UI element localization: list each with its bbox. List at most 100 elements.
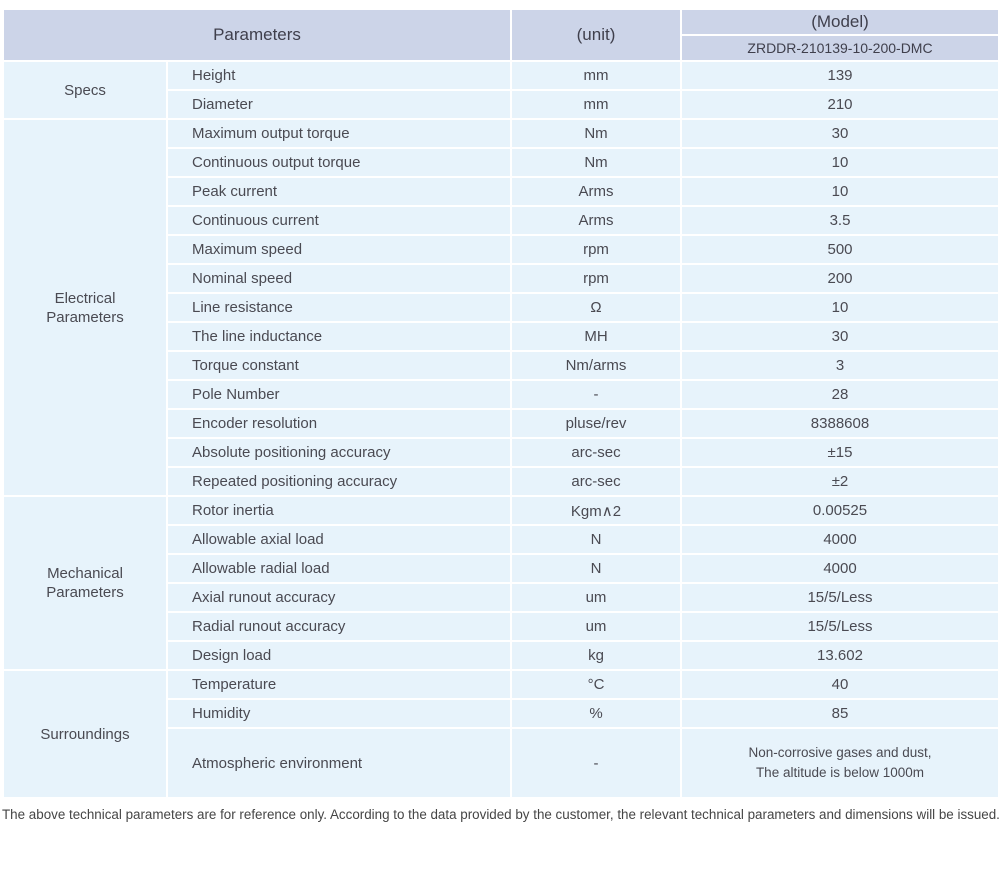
unit-cell: - (510, 379, 682, 410)
table-row: Continuous output torque Nm 10 (3, 147, 1000, 178)
unit-cell: - (510, 727, 682, 799)
table-row: Maximum speed rpm 500 (3, 234, 1000, 265)
unit-cell: arc-sec (510, 437, 682, 468)
param-cell: Continuous output torque (166, 147, 512, 178)
value-cell: 10 (680, 147, 1000, 178)
value-cell: 10 (680, 176, 1000, 207)
header-row-top: Parameters (unit) (Model) (2, 8, 1000, 62)
value-cell: 4000 (680, 524, 1000, 555)
unit-cell: rpm (510, 263, 682, 294)
value-cell: 28 (680, 379, 1000, 410)
table-row: Absolute positioning accuracy arc-sec ±15 (3, 437, 1000, 468)
unit-cell: Nm/arms (510, 350, 682, 381)
value-cell: 200 (680, 263, 1000, 294)
unit-cell: um (510, 611, 682, 642)
param-cell: Peak current (166, 176, 512, 207)
unit-cell: N (510, 524, 682, 555)
table-row: Diameter mm 210 (3, 89, 1000, 120)
value-cell: 15/5/Less (680, 582, 1000, 613)
unit-cell: °C (510, 669, 682, 700)
param-cell: Diameter (166, 89, 512, 120)
param-cell: Torque constant (166, 350, 512, 381)
param-cell: Temperature (166, 669, 512, 700)
value-cell: 30 (680, 118, 1000, 149)
unit-cell: um (510, 582, 682, 613)
table-row: Mechanical Parameters Rotor inertia Kgm∧2 0… (2, 495, 1000, 671)
value-cell: 0.00525 (680, 495, 1000, 526)
unit-cell: Ω (510, 292, 682, 323)
param-cell: Absolute positioning accuracy (166, 437, 512, 468)
param-cell: Radial runout accuracy (166, 611, 512, 642)
table-row: Nominal speed rpm 200 (3, 263, 1000, 294)
unit-cell: mm (510, 60, 682, 91)
param-cell: Maximum output torque (166, 118, 512, 149)
value-cell: 10 (680, 292, 1000, 323)
header-unit: (unit) (510, 8, 682, 62)
table-row: Specs Height mm 139 (2, 60, 1000, 120)
table-row: Radial runout accuracy um 15/5/Less (3, 611, 1000, 642)
table-body: Specs Height mm 139 Diameter mm 210 Electrical … (2, 60, 1000, 799)
param-cell: Repeated positioning accuracy (166, 466, 512, 497)
section-label: Surroundings (2, 669, 168, 799)
unit-cell: rpm (510, 234, 682, 265)
header-model-value: ZRDDR-210139-10-200-DMC (680, 34, 1000, 62)
value-cell: Non-corrosive gases and dust, The altitu… (680, 727, 1000, 799)
spec-table: Parameters (unit) (Model) ZRDDR-210139-1… (2, 8, 1000, 799)
table-row: Allowable radial load N 4000 (3, 553, 1000, 584)
param-cell: Maximum speed (166, 234, 512, 265)
param-cell: The line inductance (166, 321, 512, 352)
value-cell: ±2 (680, 466, 1000, 497)
unit-cell: % (510, 698, 682, 729)
header-parameters: Parameters (2, 8, 512, 62)
param-cell: Encoder resolution (166, 408, 512, 439)
table-row: Torque constant Nm/arms 3 (3, 350, 1000, 381)
value-cell: 13.602 (680, 640, 1000, 671)
table-row: Design load kg 13.602 (3, 640, 1000, 671)
param-cell: Axial runout accuracy (166, 582, 512, 613)
unit-cell: Kgm∧2 (510, 495, 682, 526)
unit-cell: N (510, 553, 682, 584)
table-row: Surroundings Temperature °C 40 (2, 669, 1000, 799)
unit-cell: kg (510, 640, 682, 671)
value-cell: 3.5 (680, 205, 1000, 236)
param-cell: Nominal speed (166, 263, 512, 294)
table-row: Pole Number -28 (3, 379, 1000, 410)
value-cell: 85 (680, 698, 1000, 729)
value-cell: ±15 (680, 437, 1000, 468)
table-header: Parameters (unit) (Model) ZRDDR-210139-1… (2, 8, 1000, 62)
param-cell: Rotor inertia (166, 495, 512, 526)
value-cell: 139 (680, 60, 1000, 91)
param-cell: Line resistance (166, 292, 512, 323)
unit-cell: Arms (510, 205, 682, 236)
header-row-sub: ZRDDR-210139-10-200-DMC (3, 34, 1000, 62)
unit-cell: pluse/rev (510, 408, 682, 439)
param-cell: Design load (166, 640, 512, 671)
table-row: Continuous current Arms 3.5 (3, 205, 1000, 236)
param-cell: Continuous current (166, 205, 512, 236)
unit-cell: MH (510, 321, 682, 352)
table-row: Line resistance Ω 10 (3, 292, 1000, 323)
unit-cell: Arms (510, 176, 682, 207)
value-cell: 4000 (680, 553, 1000, 584)
param-cell: Allowable radial load (166, 553, 512, 584)
param-cell: Pole Number (166, 379, 512, 410)
param-cell: Humidity (166, 698, 512, 729)
unit-cell: arc-sec (510, 466, 682, 497)
value-cell: 210 (680, 89, 1000, 120)
unit-cell: Nm (510, 118, 682, 149)
value-cell: 8388608 (680, 408, 1000, 439)
header-model: (Model) (680, 8, 1000, 36)
table-row: Electrical Parameters Maximum output torq… (2, 118, 1000, 497)
table-row: Repeated positioning accuracy arc-sec ±2 (3, 466, 1000, 497)
section-label: Specs (2, 60, 168, 120)
table-row: The line inductance MH 30 (3, 321, 1000, 352)
table-row: Encoder resolution pluse/rev 8388608 (3, 408, 1000, 439)
value-cell: 3 (680, 350, 1000, 381)
value-cell: 40 (680, 669, 1000, 700)
param-cell: Allowable axial load (166, 524, 512, 555)
table-row: Axial runout accuracy um 15/5/Less (3, 582, 1000, 613)
value-cell: 500 (680, 234, 1000, 265)
section-label: Electrical Parameters (2, 118, 168, 497)
table-row: Allowable axial load N 4000 (3, 524, 1000, 555)
param-cell: Height (166, 60, 512, 91)
